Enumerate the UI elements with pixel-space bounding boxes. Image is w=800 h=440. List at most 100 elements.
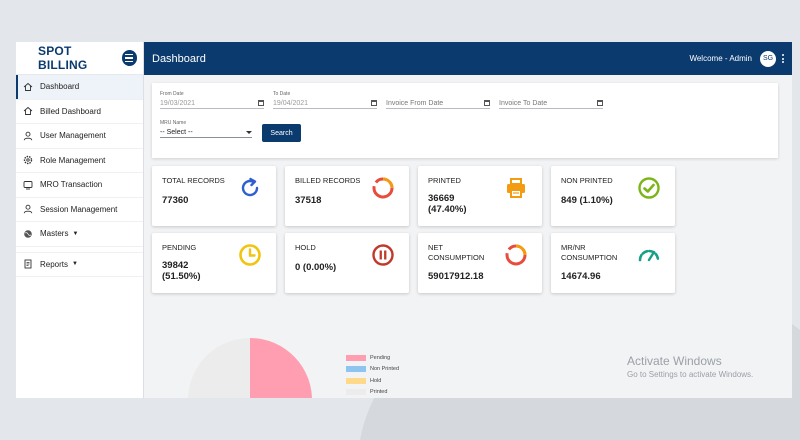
chevron-down-icon: ▼ [72, 230, 79, 237]
invoice-from-date-placeholder: Invoice From Date [386, 99, 444, 107]
sidebar-item-label: Session Management [40, 204, 118, 214]
avatar[interactable]: SG [760, 50, 776, 67]
home-icon [23, 82, 33, 91]
brand-logo: SPOT BILLING [38, 44, 88, 72]
sidebar-item-mro-transaction[interactable]: MRO Transaction [16, 173, 143, 198]
calendar-icon[interactable] [258, 100, 264, 106]
card-value: 849 (1.10%) [561, 195, 613, 206]
card-hold[interactable]: HOLD 0 (0.00%) [285, 233, 409, 293]
mru-name-select[interactable]: -- Select -- [160, 127, 252, 138]
calendar-icon[interactable] [484, 100, 490, 106]
card-pending[interactable]: PENDING 39842 (51.50%) [152, 233, 276, 293]
card-value: 39842 [162, 260, 189, 271]
sidebar-item-session-management[interactable]: Session Management [16, 198, 143, 222]
mru-name-label: MRU Name [160, 120, 187, 126]
pie-slice-pending[interactable] [244, 338, 312, 398]
card-value-percent: (51.50%) [162, 271, 201, 282]
legend-label: Hold [370, 377, 382, 384]
to-date-field: To Date 19/04/2021 [273, 91, 377, 109]
from-date-value: 19/03/2021 [160, 99, 196, 107]
card-printed[interactable]: PRINTED 36669 (47.40%) [418, 166, 542, 226]
card-value-percent: (47.40%) [428, 204, 467, 215]
sidebar-item-role-management[interactable]: Role Management [16, 149, 143, 173]
logo-bar: SPOT BILLING [16, 42, 143, 75]
pause-circle-icon [372, 244, 394, 266]
from-date-label: From Date [160, 91, 184, 97]
card-value: 14674.96 [561, 271, 601, 282]
refresh-icon [241, 177, 259, 197]
from-date-input[interactable]: 19/03/2021 [160, 98, 264, 109]
card-value: 0 (0.00%) [295, 262, 337, 273]
sidebar-divider [16, 247, 143, 253]
page-title: Dashboard [152, 52, 206, 65]
calendar-icon[interactable] [371, 100, 377, 106]
sidebar-item-label: Billed Dashboard [40, 106, 101, 116]
card-non-printed[interactable]: NON PRINTED 849 (1.10%) [551, 166, 675, 226]
to-date-input[interactable]: 19/04/2021 [273, 98, 377, 109]
user-icon [23, 205, 33, 214]
sidebar: SPOT BILLING Dashboard Billed Dashboard … [16, 42, 144, 398]
card-value: 59017912.18 [428, 271, 484, 282]
legend-label: Printed [370, 389, 388, 396]
from-date-field: From Date 19/03/2021 [160, 91, 264, 109]
top-header: Dashboard Welcome - Admin SG [144, 42, 792, 75]
card-title: PENDING [162, 243, 197, 252]
legend-label: Pending [370, 354, 391, 361]
legend-swatch [346, 389, 366, 396]
sidebar-item-user-management[interactable]: User Management [16, 124, 143, 149]
invoice-from-date-input[interactable]: Invoice From Date [386, 98, 490, 109]
printer-icon [507, 178, 525, 198]
legend-swatch [346, 366, 366, 373]
card-title: BILLED RECORDS [295, 176, 361, 185]
card-total-records[interactable]: TOTAL RECORDS 77360 [152, 166, 276, 226]
more-options-icon[interactable] [782, 54, 784, 63]
sidebar-item-label: Role Management [40, 155, 106, 165]
legend-swatch [346, 354, 366, 361]
mru-selected-value: -- Select -- [160, 128, 193, 136]
watermark-subtitle: Go to Settings to activate Windows. [627, 370, 754, 379]
to-date-value: 19/04/2021 [273, 99, 309, 107]
sidebar-item-masters[interactable]: Masters ▼ [16, 222, 143, 247]
search-button[interactable]: Search [262, 124, 301, 142]
watermark-title: Activate Windows [627, 354, 722, 368]
sidebar-item-label: User Management [40, 131, 106, 141]
card-title: PRINTED [428, 176, 461, 185]
legend-item[interactable]: Printed [346, 387, 399, 399]
card-title: NET CONSUMPTION [428, 243, 485, 262]
card-title: TOTAL RECORDS [162, 176, 225, 185]
check-circle-icon [638, 177, 660, 199]
card-net-consumption[interactable]: NET CONSUMPTION 59017912.18 [418, 233, 542, 293]
legend-swatch [346, 377, 366, 384]
card-title: HOLD [295, 243, 316, 252]
invoice-to-date-input[interactable]: Invoice To Date [499, 98, 603, 109]
gauge-icon [638, 249, 660, 262]
card-billed-records[interactable]: BILLED RECORDS 37518 [285, 166, 409, 226]
gear-icon [23, 156, 33, 165]
chevron-down-icon: ▼ [72, 261, 78, 268]
sidebar-item-billed-dashboard[interactable]: Billed Dashboard [16, 100, 143, 124]
mru-name-field: MRU Name -- Select -- [160, 120, 252, 138]
calendar-icon[interactable] [597, 100, 603, 106]
sidebar-item-label: Reports [40, 259, 69, 269]
legend-item[interactable]: Pending [346, 352, 399, 364]
card-mr-nr-consumption[interactable]: MR/NR CONSUMPTION 14674.96 [551, 233, 675, 293]
invoice-to-date-field: Invoice To Date [499, 91, 603, 109]
legend-item[interactable]: Non Printed [346, 364, 399, 376]
home-icon [23, 107, 33, 116]
sidebar-item-dashboard[interactable]: Dashboard [16, 75, 143, 100]
legend-label: Non Printed [370, 366, 400, 373]
menu-toggle-icon[interactable] [121, 50, 137, 66]
card-value: 77360 [162, 195, 189, 206]
welcome-text: Welcome - Admin [689, 54, 752, 63]
legend-item[interactable]: Hold [346, 375, 399, 387]
chevron-down-icon [246, 130, 252, 134]
pie-slice-printed[interactable] [188, 338, 250, 398]
sidebar-item-label: Masters [40, 229, 69, 239]
report-icon [24, 259, 32, 269]
to-date-label: To Date [273, 91, 291, 97]
sidebar-item-reports[interactable]: Reports ▼ [16, 253, 143, 277]
card-value: 37518 [295, 195, 322, 206]
header-user-area: Welcome - Admin SG [689, 42, 784, 75]
user-icon [23, 131, 33, 141]
invoice-from-date-field: Invoice From Date [386, 91, 490, 109]
